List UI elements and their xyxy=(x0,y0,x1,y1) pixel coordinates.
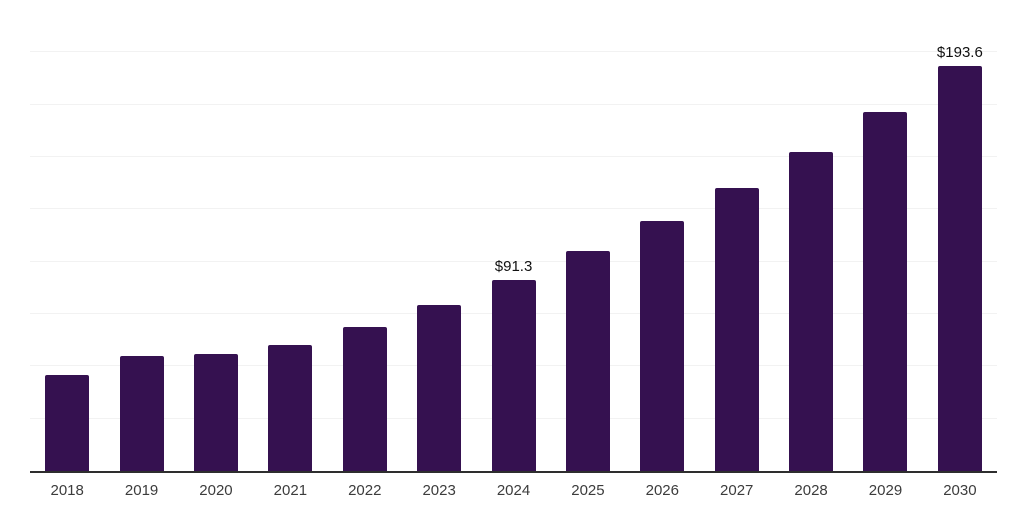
x-tick-2029: 2029 xyxy=(868,482,903,499)
gridline xyxy=(30,156,997,157)
bar-value-label-2030: $193.6 xyxy=(936,43,983,61)
plot-area: $91.3 $193.6 xyxy=(30,0,997,473)
bars-container: $91.3 $193.6 xyxy=(30,0,997,471)
bar-slot-2027 xyxy=(700,0,774,471)
bar-2030 xyxy=(937,65,982,471)
bar-value-label-2024: $91.3 xyxy=(494,257,533,275)
gridline xyxy=(30,103,997,105)
bar-slot-2030: $193.6 xyxy=(923,0,997,471)
bar-slot-2029 xyxy=(848,0,922,471)
bar-slot-2018 xyxy=(30,0,104,471)
bar-slot-2022 xyxy=(328,0,402,471)
bar-slot-2024: $91.3 xyxy=(476,0,550,471)
gridline xyxy=(30,260,997,262)
x-tick-2028: 2028 xyxy=(794,482,828,499)
x-tick-2025: 2025 xyxy=(571,482,605,499)
bar-2025 xyxy=(565,250,610,471)
x-tick-2023: 2023 xyxy=(422,482,456,499)
bar-slot-2019 xyxy=(104,0,178,471)
x-tick-2021: 2021 xyxy=(273,482,308,499)
x-tick-2027: 2027 xyxy=(720,482,754,499)
bar-slot-2028 xyxy=(774,0,848,471)
x-tick-2020: 2020 xyxy=(199,482,233,499)
bar-2028 xyxy=(789,152,834,471)
bar-2019 xyxy=(119,355,164,471)
bar-2021 xyxy=(268,344,313,471)
bar-slot-2026 xyxy=(625,0,699,471)
x-axis: 2018 2019 2020 2021 2022 2023 2024 2025 2026 2027… xyxy=(30,481,997,501)
bar-2029 xyxy=(863,112,908,471)
bar-slot-2020 xyxy=(179,0,253,471)
x-tick-2026: 2026 xyxy=(645,482,679,499)
bar-slot-2023 xyxy=(402,0,476,471)
x-tick-2019: 2019 xyxy=(124,482,159,499)
gridline xyxy=(30,51,997,53)
bar-2020 xyxy=(193,353,238,471)
x-tick-2024: 2024 xyxy=(496,482,531,499)
bar-2027 xyxy=(714,188,759,471)
bar-2018 xyxy=(45,374,90,471)
x-tick-2018: 2018 xyxy=(50,482,84,499)
bar-2023 xyxy=(417,304,462,471)
x-tick-2022: 2022 xyxy=(348,482,382,499)
bar-slot-2025 xyxy=(551,0,625,471)
bar-slot-2021 xyxy=(253,0,327,471)
bar-2022 xyxy=(342,326,387,471)
x-tick-2030: 2030 xyxy=(943,482,977,499)
bar-2026 xyxy=(640,221,685,471)
gridline xyxy=(30,208,997,210)
bar-2024 xyxy=(491,279,536,471)
